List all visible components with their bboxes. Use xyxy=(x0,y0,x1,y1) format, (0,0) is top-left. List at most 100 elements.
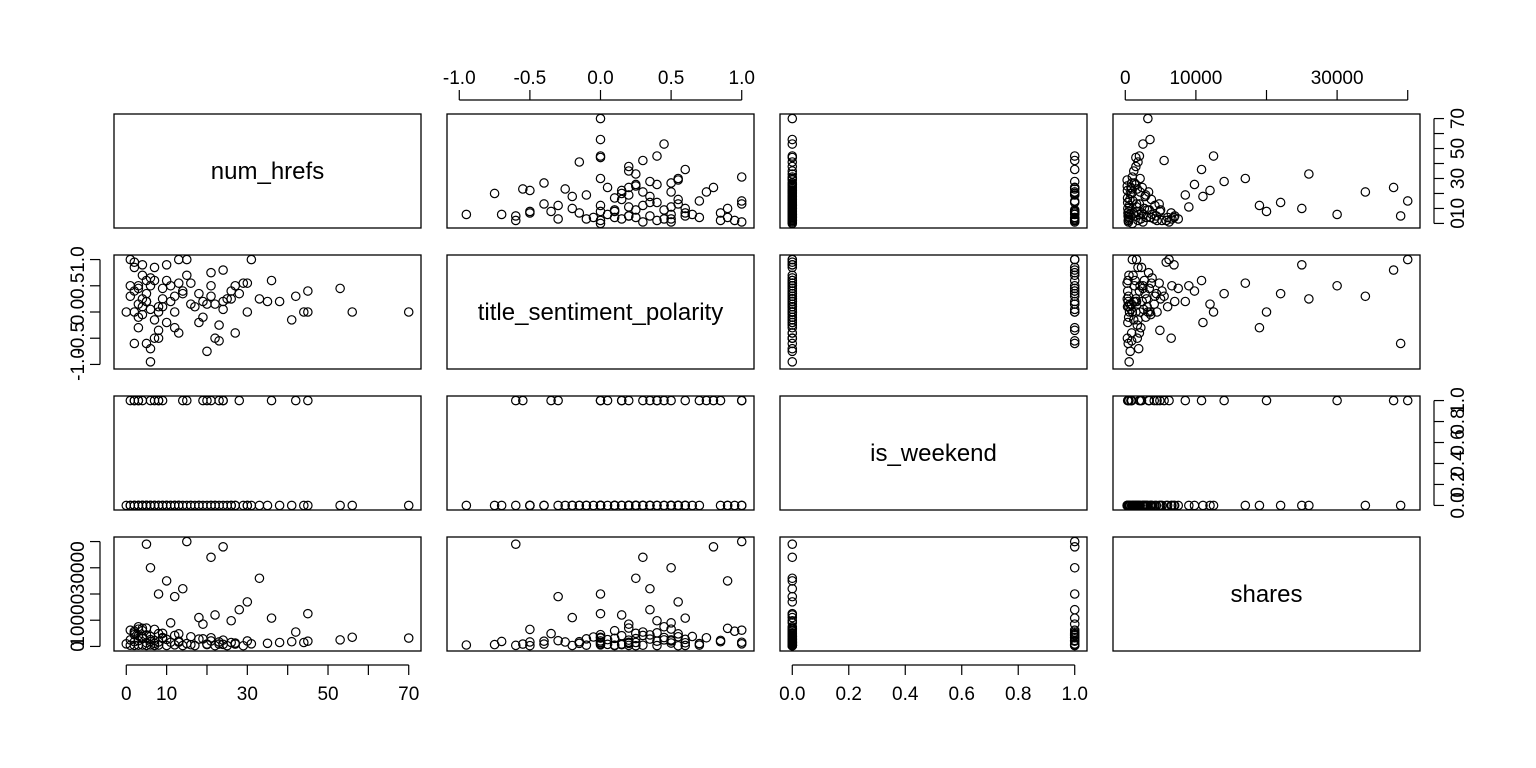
point-3-2-89 xyxy=(715,395,726,406)
point-1-2-48 xyxy=(567,203,578,214)
point-2-1-88 xyxy=(145,343,156,354)
point-1-4-6 xyxy=(1297,203,1307,214)
x-tick-label-title_sentiment_polarity-1: -0.5 xyxy=(514,68,547,89)
point-1-2-66 xyxy=(645,191,655,202)
point-4-2-17 xyxy=(666,618,676,628)
panel-1-4 xyxy=(1112,113,1421,229)
point-3-2-5 xyxy=(666,395,676,406)
point-2-3-93 xyxy=(787,280,798,291)
point-2-1-74 xyxy=(137,309,148,320)
point-3-2-80 xyxy=(673,500,683,511)
point-4-2-54 xyxy=(595,639,606,649)
point-4-2-84 xyxy=(736,625,747,635)
point-1-4-1 xyxy=(1275,197,1286,208)
point-2-4-20 xyxy=(1169,296,1180,307)
point-1-4-70 xyxy=(1135,173,1145,184)
point-3-2-78 xyxy=(609,500,620,511)
point-2-4-34 xyxy=(1127,254,1138,265)
point-1-4-29 xyxy=(1138,139,1148,149)
point-1-2-60 xyxy=(602,209,613,220)
x-tick-label-num_hrefs-1: 10 xyxy=(156,684,177,705)
point-2-4-72 xyxy=(1157,286,1167,296)
point-4-3-10 xyxy=(787,597,798,607)
point-1-2-75 xyxy=(645,211,655,221)
point-2-3-49 xyxy=(1069,286,1080,296)
point-4-1-13 xyxy=(303,608,313,619)
point-2-1-13 xyxy=(303,307,313,317)
point-2-4-10 xyxy=(1240,278,1251,288)
point-2-3-87 xyxy=(787,260,798,270)
point-4-1-87 xyxy=(137,623,148,634)
point-1-2-50 xyxy=(609,193,620,203)
point-1-4-3 xyxy=(1360,187,1371,197)
point-3-4-0 xyxy=(1402,395,1413,406)
point-2-4-40 xyxy=(1124,357,1134,367)
point-4-3-6 xyxy=(787,576,798,586)
y-tick-label-num_hrefs-3: 50 xyxy=(1448,138,1469,159)
point-3-1-31 xyxy=(286,500,297,511)
point-2-4-5 xyxy=(1332,280,1342,291)
x-tick-label-shares-1: 10000 xyxy=(1169,68,1222,89)
point-2-3-89 xyxy=(1069,262,1080,273)
point-2-3-57 xyxy=(1069,322,1080,333)
point-3-2-83 xyxy=(623,500,634,511)
point-3-2-77 xyxy=(546,395,556,406)
point-4-2-87 xyxy=(722,623,733,634)
x-tick-label-title_sentiment_polarity-0: -1.0 xyxy=(443,68,476,89)
point-3-1-36 xyxy=(218,395,228,406)
point-1-4-0 xyxy=(1402,196,1413,206)
point-1-2-29 xyxy=(659,139,669,149)
point-3-2-57 xyxy=(553,395,563,406)
point-3-2-95 xyxy=(631,500,641,511)
point-2-1-73 xyxy=(133,299,144,309)
point-1-2-64 xyxy=(539,199,549,209)
point-1-2-86 xyxy=(666,214,676,224)
x-tick-label-num_hrefs-2: 30 xyxy=(237,684,258,705)
point-4-2-70 xyxy=(595,636,606,646)
point-2-4-0 xyxy=(1402,254,1413,265)
panel-3-4 xyxy=(1112,395,1421,511)
point-4-2-12 xyxy=(616,610,627,620)
point-2-1-79 xyxy=(169,291,180,302)
point-2-4-69 xyxy=(1129,280,1140,291)
point-4-2-72 xyxy=(652,628,662,638)
point-4-1-16 xyxy=(226,615,236,626)
point-4-3-14 xyxy=(787,612,798,623)
point-3-2-65 xyxy=(694,500,705,511)
point-3-4-7 xyxy=(1261,395,1272,406)
point-2-1-6 xyxy=(161,260,172,270)
point-3-2-93 xyxy=(666,500,676,511)
point-2-1-77 xyxy=(153,325,164,336)
point-2-1-21 xyxy=(149,333,160,344)
point-3-1-80 xyxy=(186,500,196,511)
point-2-4-14 xyxy=(1198,317,1208,328)
point-1-4-17 xyxy=(1184,202,1194,212)
point-3-1-29 xyxy=(335,500,345,511)
point-2-1-3 xyxy=(206,291,216,302)
point-2-4-17 xyxy=(1184,280,1194,291)
point-4-2-24 xyxy=(631,628,641,639)
point-1-4-27 xyxy=(1145,134,1155,145)
point-2-4-1 xyxy=(1275,288,1286,299)
point-3-4-12 xyxy=(1205,500,1215,511)
point-2-1-57 xyxy=(133,322,144,333)
point-2-3-92 xyxy=(787,254,798,265)
point-1-4-13 xyxy=(1208,151,1219,161)
point-4-1-70 xyxy=(242,636,253,646)
point-2-1-89 xyxy=(149,262,160,273)
point-3-1-28 xyxy=(403,500,414,511)
point-2-1-25 xyxy=(173,278,184,288)
point-2-4-16 xyxy=(1189,286,1200,296)
point-2-1-92 xyxy=(173,254,184,265)
point-1-2-40 xyxy=(461,209,472,220)
point-4-2-82 xyxy=(701,632,712,643)
panel-2-2 xyxy=(446,254,755,370)
point-1-2-33 xyxy=(623,166,634,176)
point-1-2-32 xyxy=(595,152,606,163)
point-3-4-72 xyxy=(1157,500,1167,511)
point-2-4-83 xyxy=(1137,296,1148,307)
point-4-1-17 xyxy=(165,618,176,628)
point-3-1-77 xyxy=(153,395,164,406)
point-1-4-10 xyxy=(1240,173,1251,184)
point-1-2-70 xyxy=(595,173,606,184)
